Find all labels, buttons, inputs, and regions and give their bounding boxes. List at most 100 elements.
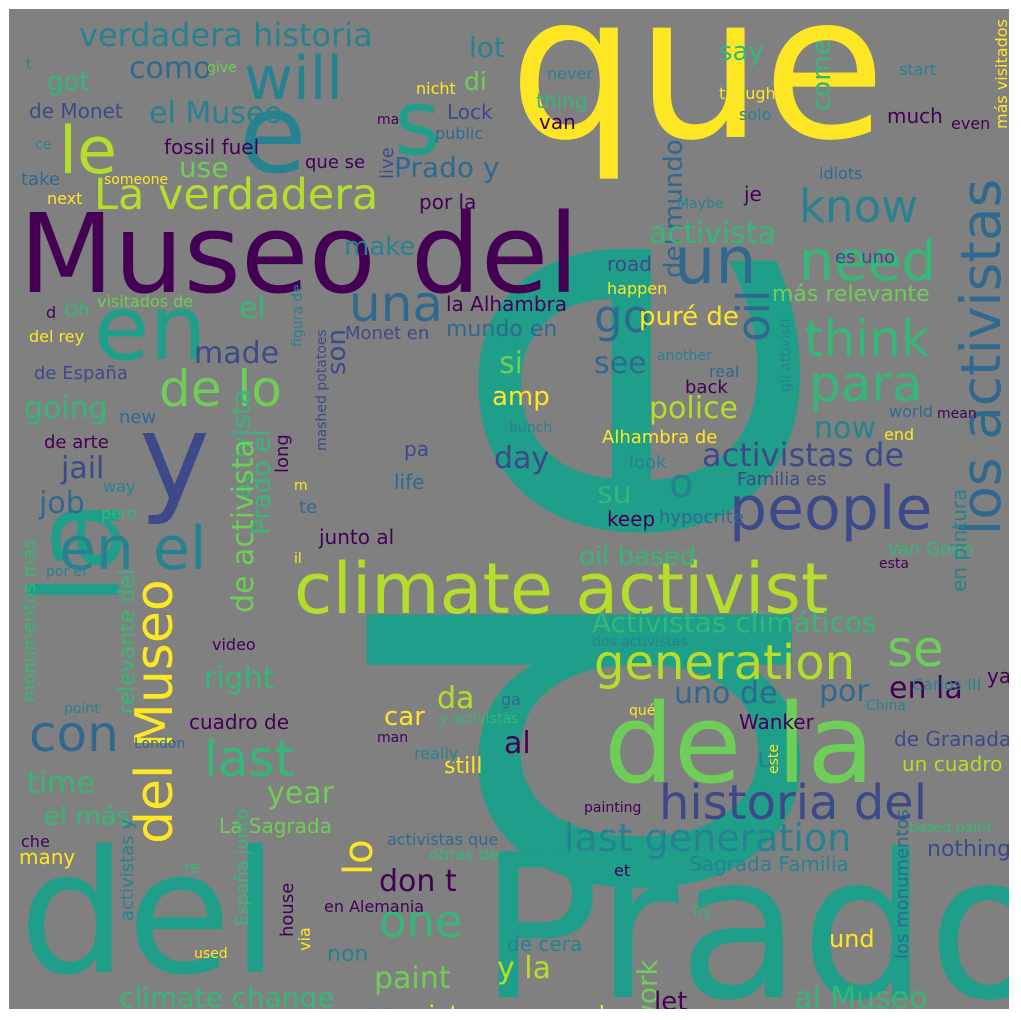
word-mashed-potatoes: mashed potatoes	[314, 329, 330, 451]
word-really: really	[414, 744, 459, 763]
word-year: year	[267, 776, 334, 811]
word-junto-al: junto al	[319, 525, 395, 549]
word-bunch: bunch	[509, 420, 553, 436]
word-la-sagrada: La Sagrada	[219, 814, 332, 838]
word-los-activistas: los activistas	[949, 178, 1009, 535]
word-verdadera-historia: verdadera historia	[79, 16, 373, 54]
word-take: take	[21, 169, 60, 190]
word-sagrada-familia: Sagrada Familia	[689, 852, 849, 876]
word-d: d	[46, 303, 57, 322]
word-familia-es: Familia es	[737, 469, 827, 490]
word-s: s	[394, 71, 441, 176]
word-historia-del: historia del	[659, 775, 928, 831]
word-u: u	[757, 741, 775, 774]
word-cuadro-de: cuadro de	[189, 710, 289, 734]
word-look: look	[629, 452, 667, 473]
word-day: day	[494, 441, 550, 476]
word-el: el	[239, 291, 266, 326]
word-car: car	[384, 702, 425, 732]
word-de-arte: de arte	[44, 432, 109, 453]
word-dos-activistas: dos activistas	[592, 634, 688, 650]
word-last: last	[204, 730, 295, 788]
word-este: este	[766, 743, 782, 774]
word-che: che	[21, 832, 50, 851]
word-prado: Prado	[479, 812, 1009, 1010]
word-el-museo: el Museo	[149, 96, 283, 131]
word-je: je	[744, 182, 762, 206]
word-que-se: que se	[305, 152, 366, 173]
word-oil-based: oil based	[579, 542, 697, 572]
word-next: next	[47, 189, 83, 208]
word-figura-de: figura de	[290, 284, 306, 347]
word-solo: solo	[739, 105, 772, 124]
word-pa: pa	[404, 437, 429, 461]
word-even: even	[951, 114, 991, 133]
word-activista: activista	[649, 216, 776, 251]
word-monumentos-mas: monumentos más	[19, 539, 40, 703]
word-one: one	[379, 895, 463, 948]
word-ga: ga	[501, 690, 521, 709]
word-nicht: nicht	[416, 79, 456, 98]
word-e: e	[239, 70, 307, 198]
word-new: new	[119, 407, 157, 428]
word-don-t: don t	[379, 864, 457, 899]
word-mas-relevante: más relevante	[772, 282, 930, 307]
word-del-rey: del rey	[29, 327, 85, 346]
word-te: te	[299, 497, 318, 518]
word-china: China	[866, 698, 906, 714]
word-police: police	[649, 391, 739, 426]
word-il: il	[294, 551, 302, 567]
word-never: never	[547, 64, 593, 83]
word-activistas-que: activistas que	[387, 830, 499, 849]
word-de-espana: de España	[34, 363, 128, 384]
word-de-cera: de cera	[507, 932, 583, 956]
word-many: many	[19, 845, 76, 869]
word-climate-activist: climate activist	[294, 548, 829, 630]
word-last-generation: last generation	[564, 816, 852, 860]
word-cloud: de que Prado del Museo del la de la en e s y climat…	[9, 9, 1009, 1009]
word-relevante-del: relevante del	[115, 569, 140, 714]
word-public: public	[435, 124, 484, 143]
word-wanker: Wanker	[739, 710, 814, 734]
word-right: right	[204, 661, 275, 696]
word-en: en	[94, 276, 207, 381]
word-le: le	[59, 114, 118, 189]
word-van-gogh: Van Gogh	[887, 539, 974, 560]
word-lot: lot	[469, 31, 505, 64]
word-un: un	[674, 224, 757, 299]
word-espana-junto: España junto	[232, 808, 253, 926]
word-van: van	[539, 110, 576, 134]
word-m: m	[294, 478, 308, 494]
word-amp: amp	[492, 382, 550, 412]
word-gli-attivisti: gli attivisti	[778, 318, 794, 392]
word-y-activistas: y activistas	[439, 711, 519, 727]
word-maybe: Maybe	[677, 196, 724, 212]
word-el-mas: el más	[44, 802, 131, 832]
word-que: que	[509, 9, 886, 185]
word-see: see	[594, 346, 647, 381]
word-lock: Lock	[447, 100, 493, 124]
word-un-cuadro: un cuadro	[902, 752, 1003, 776]
word-will: will	[244, 44, 344, 114]
word-re: re	[184, 858, 201, 877]
word-keep: keep	[607, 507, 656, 531]
word-de-lo: de lo	[159, 360, 282, 418]
word-obras-de: obras de	[429, 845, 499, 864]
word-como: como	[129, 51, 212, 86]
word-lo: lo	[336, 839, 382, 875]
word-se: se	[887, 620, 944, 678]
word-road: road	[607, 252, 652, 276]
word-activistas-climaticos: Activistas climáticos	[592, 606, 877, 639]
word-y-la: y la	[497, 951, 552, 986]
word-now: now	[814, 411, 876, 446]
word-photo: photo	[364, 1006, 399, 1009]
word-activistas-y: activistas y	[117, 819, 138, 921]
word-pure-de: puré de	[639, 302, 739, 332]
word-ya: ya	[987, 664, 1009, 688]
word-de-la: de la	[604, 680, 875, 808]
word-job: job	[39, 486, 85, 521]
word-de-activista: de activista	[226, 439, 261, 613]
word-que-small: qué	[629, 703, 656, 719]
word-start: start	[899, 60, 937, 79]
word-based-paint: based paint	[909, 820, 992, 836]
